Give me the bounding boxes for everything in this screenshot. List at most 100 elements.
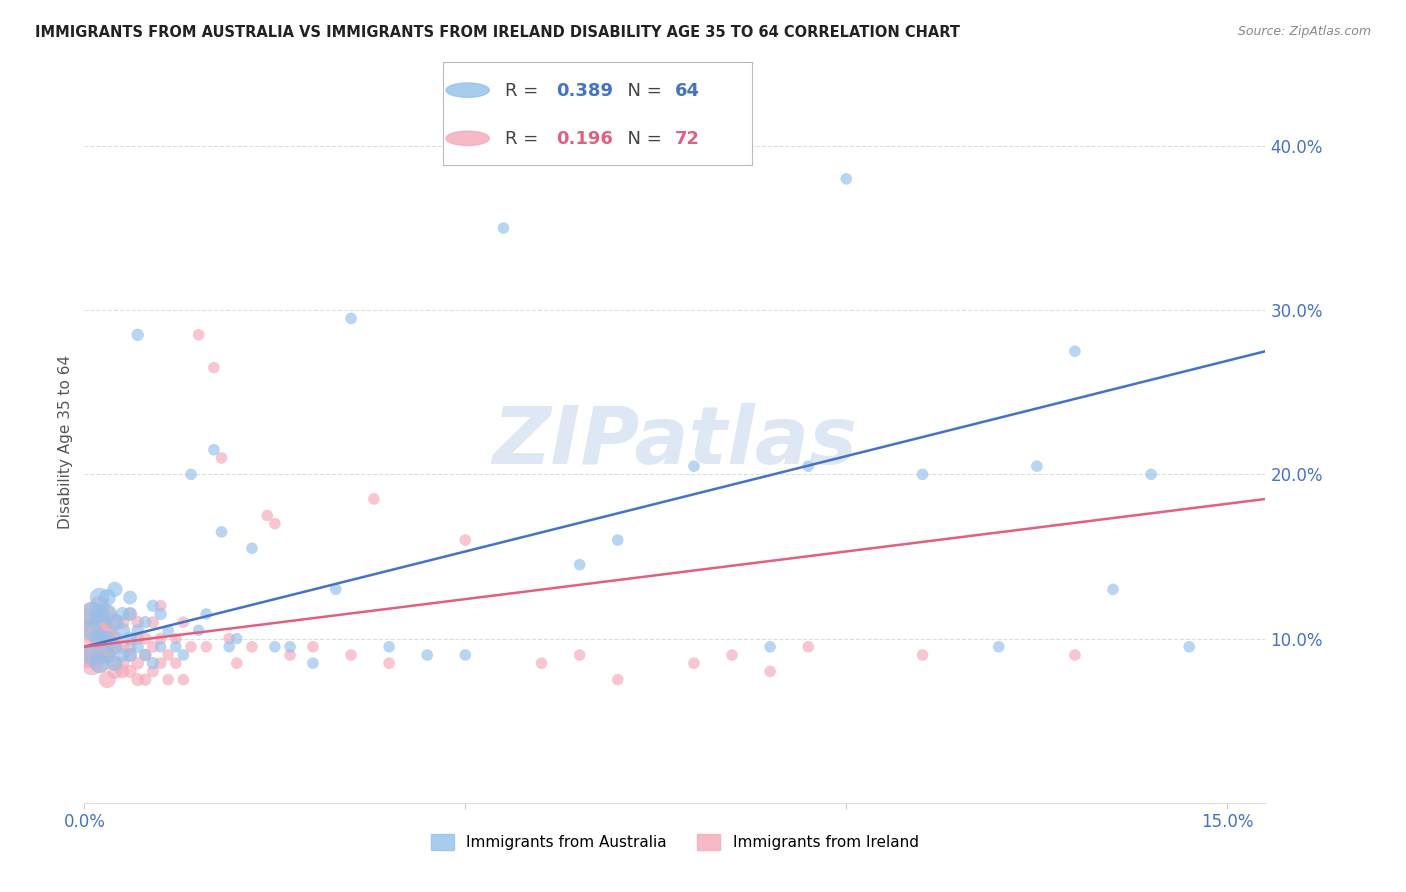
- Point: [302, 657, 325, 671]
- Point: [111, 607, 134, 621]
- Point: [89, 640, 111, 654]
- Point: [96, 648, 118, 662]
- Point: [911, 467, 934, 482]
- Point: [134, 648, 156, 662]
- Point: [568, 648, 591, 662]
- Point: [89, 599, 111, 613]
- Point: [120, 591, 142, 605]
- Point: [89, 657, 111, 671]
- Circle shape: [446, 131, 489, 145]
- Point: [1140, 467, 1163, 482]
- Point: [363, 491, 385, 506]
- Point: [568, 558, 591, 572]
- Text: 72: 72: [675, 130, 700, 148]
- Point: [202, 360, 225, 375]
- Point: [195, 640, 218, 654]
- Circle shape: [446, 83, 489, 97]
- Point: [218, 632, 240, 646]
- Text: ZIPatlas: ZIPatlas: [492, 402, 858, 481]
- Point: [211, 524, 233, 539]
- Point: [127, 673, 149, 687]
- Point: [240, 640, 263, 654]
- Point: [80, 607, 103, 621]
- Point: [120, 632, 142, 646]
- Point: [149, 657, 172, 671]
- Point: [111, 657, 134, 671]
- Point: [263, 516, 285, 531]
- Point: [211, 450, 233, 465]
- Point: [606, 673, 628, 687]
- Point: [96, 607, 118, 621]
- Point: [96, 648, 118, 662]
- Text: 0.389: 0.389: [555, 82, 613, 100]
- Text: N =: N =: [616, 130, 668, 148]
- Point: [759, 640, 782, 654]
- Text: Source: ZipAtlas.com: Source: ZipAtlas.com: [1237, 25, 1371, 38]
- Point: [454, 533, 477, 547]
- Point: [187, 327, 209, 342]
- Point: [530, 657, 553, 671]
- Point: [172, 615, 194, 630]
- Text: 64: 64: [675, 82, 700, 100]
- Point: [256, 508, 278, 523]
- Text: R =: R =: [505, 82, 550, 100]
- Point: [165, 640, 187, 654]
- Point: [104, 615, 127, 630]
- Point: [278, 640, 301, 654]
- Point: [111, 640, 134, 654]
- Point: [202, 442, 225, 457]
- Point: [134, 632, 156, 646]
- Point: [127, 632, 149, 646]
- Point: [120, 648, 142, 662]
- Point: [683, 459, 706, 474]
- Point: [240, 541, 263, 556]
- Point: [1064, 344, 1087, 359]
- Point: [89, 607, 111, 621]
- Point: [104, 615, 127, 630]
- Point: [127, 640, 149, 654]
- Point: [80, 657, 103, 671]
- Point: [157, 648, 180, 662]
- Point: [683, 657, 706, 671]
- Point: [120, 665, 142, 679]
- Text: IMMIGRANTS FROM AUSTRALIA VS IMMIGRANTS FROM IRELAND DISABILITY AGE 35 TO 64 COR: IMMIGRANTS FROM AUSTRALIA VS IMMIGRANTS …: [35, 25, 960, 40]
- Point: [797, 459, 820, 474]
- Point: [225, 632, 247, 646]
- Point: [142, 657, 165, 671]
- Point: [96, 624, 118, 638]
- Point: [340, 311, 363, 326]
- Point: [1025, 459, 1047, 474]
- Point: [111, 624, 134, 638]
- Point: [797, 640, 820, 654]
- Point: [96, 673, 118, 687]
- Point: [416, 648, 439, 662]
- Point: [120, 607, 142, 621]
- Point: [80, 648, 103, 662]
- Point: [89, 632, 111, 646]
- Point: [278, 648, 301, 662]
- Point: [142, 640, 165, 654]
- Point: [120, 607, 142, 621]
- Point: [721, 648, 744, 662]
- Point: [172, 673, 194, 687]
- Point: [378, 657, 401, 671]
- Point: [127, 615, 149, 630]
- Point: [111, 648, 134, 662]
- Point: [180, 467, 202, 482]
- Legend: Immigrants from Australia, Immigrants from Ireland: Immigrants from Australia, Immigrants fr…: [425, 829, 925, 856]
- Point: [454, 648, 477, 662]
- Point: [104, 582, 127, 597]
- Point: [149, 599, 172, 613]
- Point: [127, 624, 149, 638]
- Point: [104, 632, 127, 646]
- Point: [911, 648, 934, 662]
- Point: [77, 632, 100, 646]
- Point: [1064, 648, 1087, 662]
- Point: [218, 640, 240, 654]
- Point: [606, 533, 628, 547]
- Point: [104, 665, 127, 679]
- Point: [835, 171, 858, 186]
- Point: [89, 615, 111, 630]
- Point: [111, 615, 134, 630]
- Point: [157, 624, 180, 638]
